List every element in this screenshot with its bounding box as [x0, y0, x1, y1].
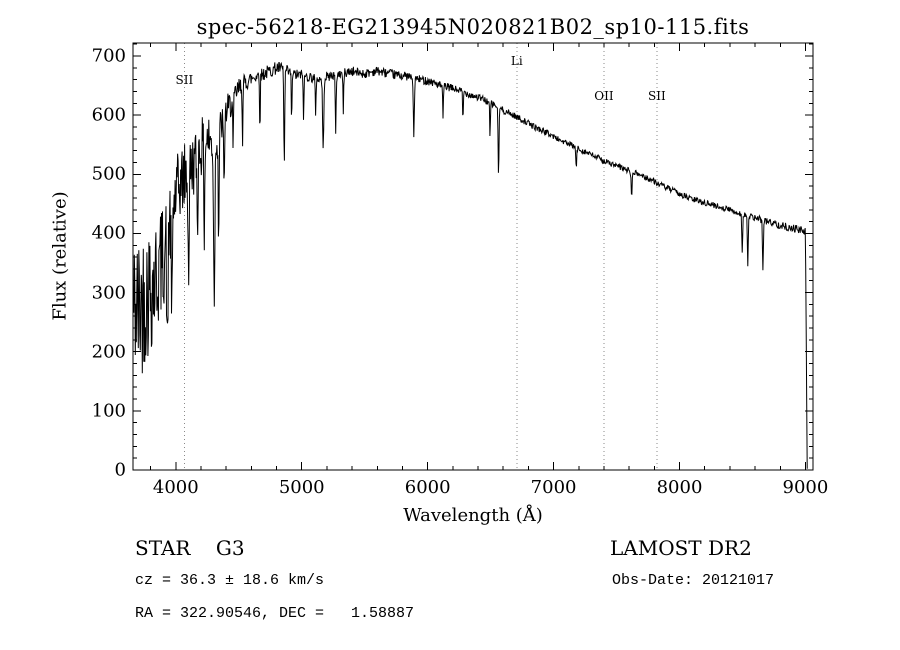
y-tick-label: 400 — [91, 222, 126, 244]
y-tick-label: 500 — [91, 163, 126, 185]
spectrum-trace — [132, 61, 808, 469]
x-tick-label: 8000 — [656, 477, 703, 498]
cz-value: cz = 36.3 ± 18.6 km/s — [135, 572, 325, 589]
x-tick-label: 9000 — [782, 477, 829, 498]
x-tick-label: 4000 — [152, 477, 199, 498]
ra-dec-value: RA = 322.90546, DEC = 1.58887 — [135, 605, 415, 622]
y-axis-label: Flux (relative) — [49, 191, 71, 321]
survey-label: LAMOST DR2 — [610, 536, 752, 560]
line-marker-label: SII — [647, 89, 666, 104]
y-tick-label: 700 — [91, 45, 126, 67]
y-tick-label: 0 — [114, 459, 126, 481]
plot-title: spec-56218-EG213945N020821B02_sp10-115.f… — [196, 15, 750, 39]
obs-date-value: Obs-Date: 20121017 — [612, 572, 775, 589]
line-marker-label: Li — [510, 53, 523, 68]
x-tick-label: 7000 — [530, 477, 577, 498]
y-tick-label: 100 — [91, 400, 126, 422]
y-tick-label: 300 — [91, 282, 126, 304]
line-marker-label: SII — [175, 72, 194, 87]
line-marker-label: OII — [594, 89, 614, 104]
y-tick-label: 200 — [91, 341, 126, 363]
object-class-label: STAR G3 — [135, 536, 245, 560]
x-tick-label: 5000 — [278, 477, 325, 498]
y-tick-label: 600 — [91, 104, 126, 126]
x-axis-label: Wavelength (Å) — [403, 505, 543, 526]
x-tick-label: 6000 — [404, 477, 451, 498]
